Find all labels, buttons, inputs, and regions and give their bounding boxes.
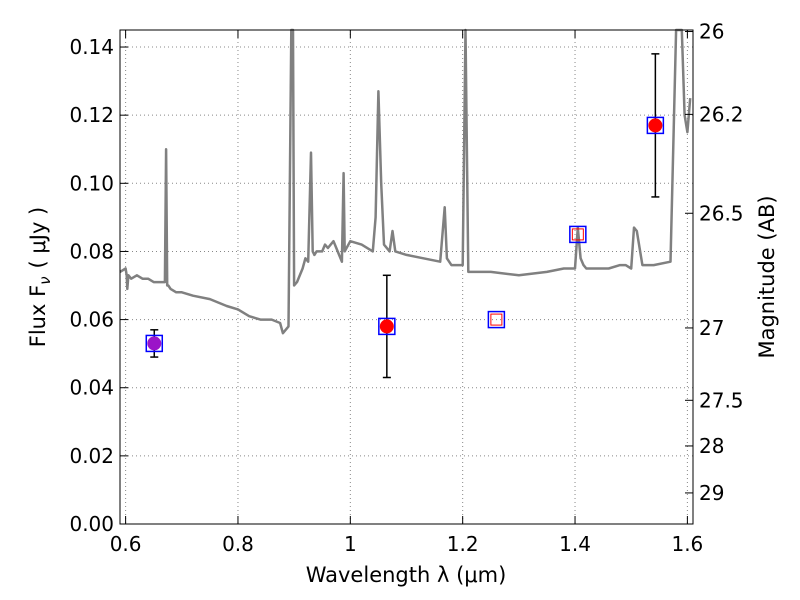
y-axis-title-main: Flux F xyxy=(26,285,50,347)
y-tick-label: 0.06 xyxy=(69,308,114,332)
x-axis-title: Wavelength λ (μm) xyxy=(306,563,507,587)
mag-tick-label: 26.5 xyxy=(699,201,744,225)
mag-tick-label: 27 xyxy=(699,316,724,340)
y-tick-label: 0.10 xyxy=(69,171,114,195)
x-tick-label: 1.2 xyxy=(447,532,479,556)
y-axis-title-subscript: ν xyxy=(36,276,54,284)
y-tick-label: 0.04 xyxy=(69,376,114,400)
axis-ticks: 0.6 0.8 1 1.2 1.4 1.6 0.00 0.02 0.04 0.06 0.08 0.10… xyxy=(69,20,743,556)
model-band-square xyxy=(487,310,506,329)
photometry-points xyxy=(145,53,665,379)
plot-frame xyxy=(119,29,694,525)
y-tick-label: 0.08 xyxy=(69,239,114,263)
model-spectrum xyxy=(119,28,692,335)
detection-point xyxy=(379,319,394,334)
nondetection-square xyxy=(490,313,503,326)
model-band-square xyxy=(378,317,396,336)
grid-lines xyxy=(120,30,693,525)
y-tick-label: 0.02 xyxy=(69,444,114,468)
x-tick-label: 1.6 xyxy=(671,532,703,556)
y-tick-label: 0.00 xyxy=(69,512,114,536)
detection-point xyxy=(648,118,663,133)
detection-point xyxy=(147,336,162,351)
x-tick-label: 0.6 xyxy=(110,532,142,556)
mag-tick-label: 29 xyxy=(699,481,724,505)
nondetection-square xyxy=(571,228,584,241)
model-band-square xyxy=(145,334,164,353)
model-spectrum-line xyxy=(119,28,692,335)
model-band-square xyxy=(646,116,665,135)
y-axis-title: Flux Fν ( μJy ) xyxy=(26,207,54,348)
mag-tick-label: 26.2 xyxy=(699,102,744,126)
y-tick-label: 0.14 xyxy=(69,35,114,59)
right-axis-title: Magnitude (AB) xyxy=(755,195,779,358)
mag-tick-label: 28 xyxy=(699,434,724,458)
mag-tick-label: 27.5 xyxy=(699,388,744,412)
y-tick-label: 0.12 xyxy=(69,103,114,127)
mag-tick-label: 26 xyxy=(699,20,724,44)
x-tick-label: 0.8 xyxy=(222,532,254,556)
y-axis-title-unit: ( μJy ) xyxy=(26,207,50,269)
x-tick-label: 1 xyxy=(344,532,357,556)
model-band-square xyxy=(569,225,587,244)
x-tick-label: 1.4 xyxy=(559,532,591,556)
